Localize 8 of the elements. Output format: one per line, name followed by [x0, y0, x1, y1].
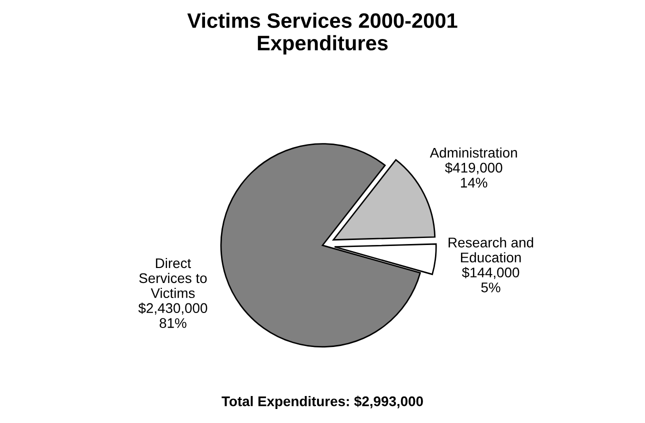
data-label: $419,000 14% [445, 162, 502, 188]
chart-title: Victims Services 2000-2001 Expenditures [187, 12, 458, 55]
text: Total Expenditures: $2,993,000 [222, 396, 423, 409]
data-label: $144,000 5% [462, 266, 520, 292]
slice-label: Administration [430, 147, 517, 158]
data-label: $2,430,000 81% [138, 302, 208, 328]
slice-label: Research and Education [448, 237, 534, 262]
slice-label: Direct Services to Victims [139, 258, 207, 298]
